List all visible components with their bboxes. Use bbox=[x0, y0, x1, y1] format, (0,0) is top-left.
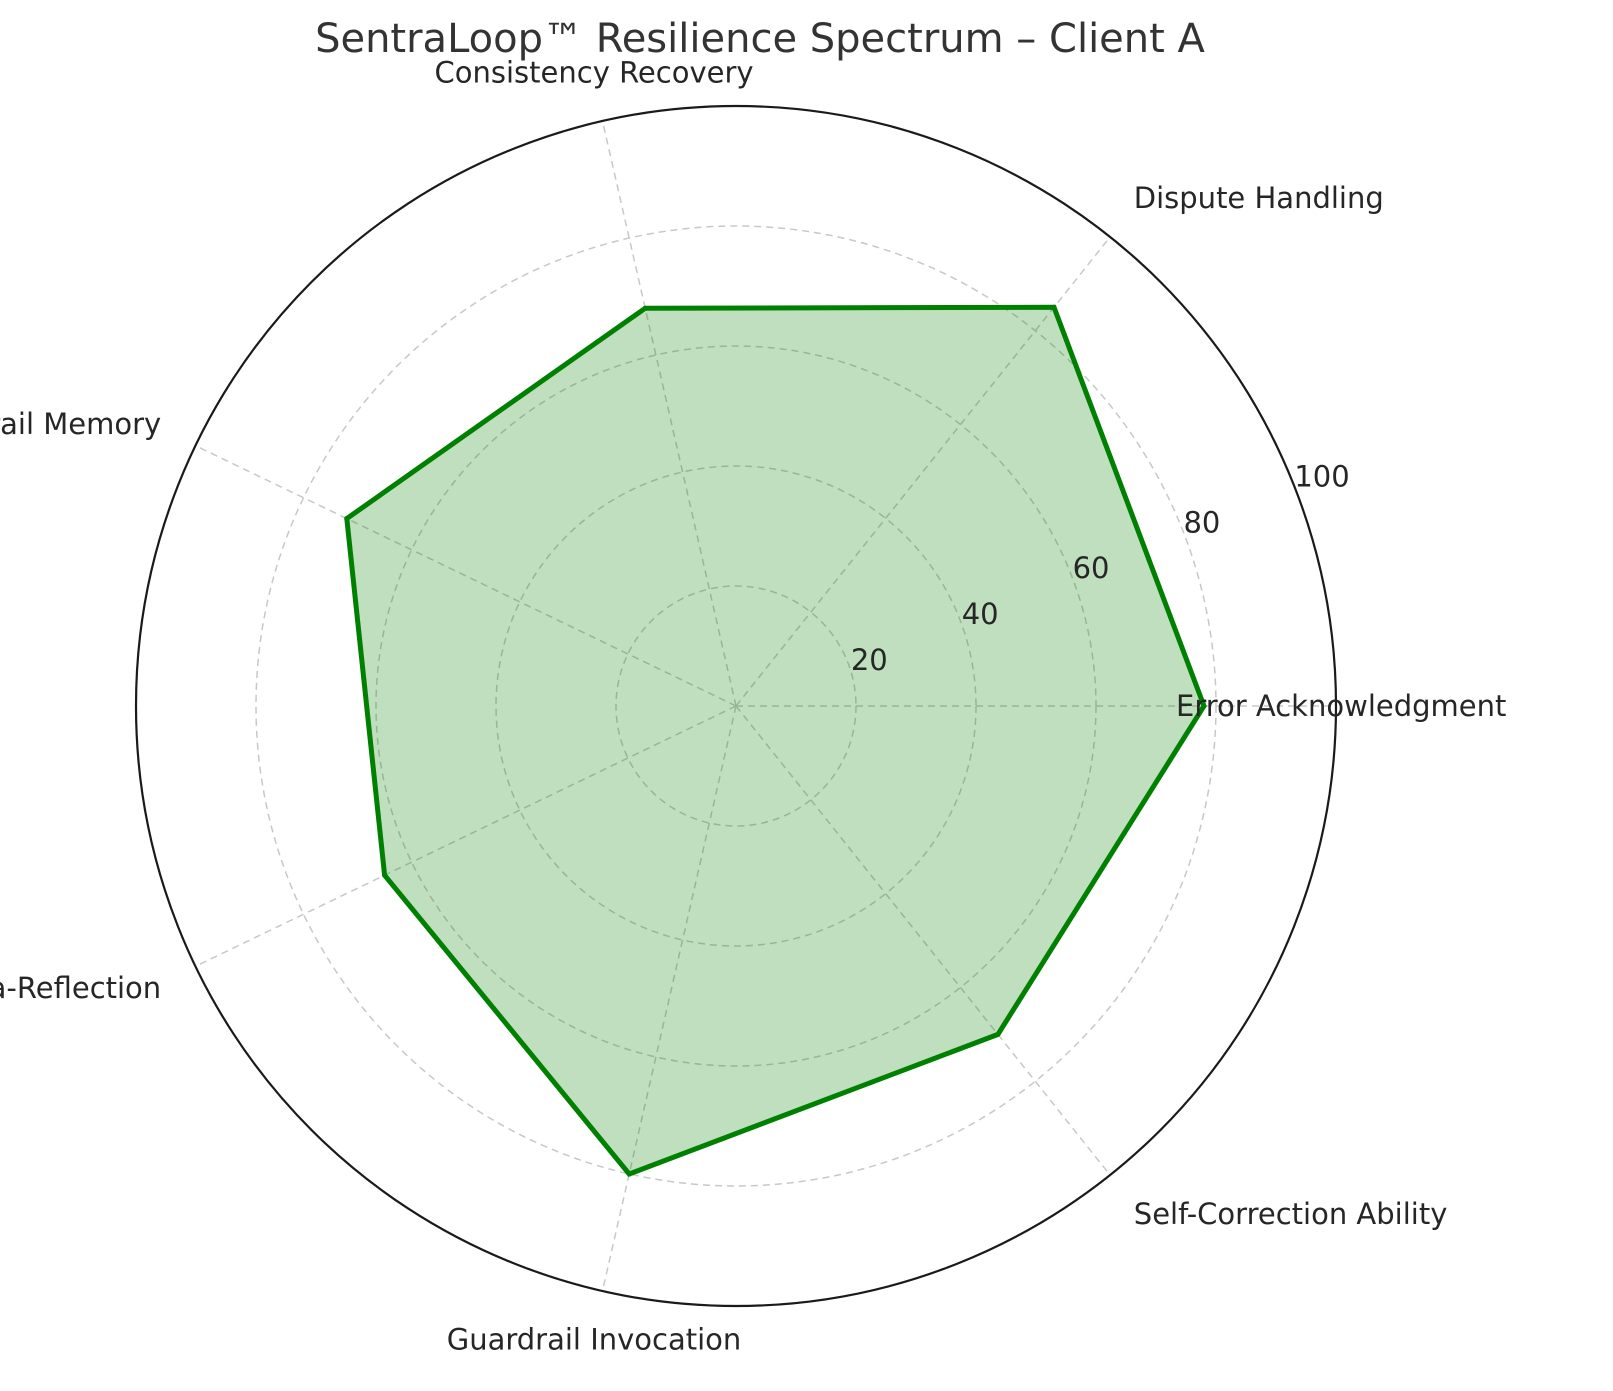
category-label-6: Self-Correction Ability bbox=[1134, 1197, 1448, 1231]
data-point-6 bbox=[995, 1031, 1001, 1037]
data-point-5 bbox=[626, 1171, 632, 1177]
data-point-4 bbox=[382, 872, 388, 878]
data-layer bbox=[344, 304, 1207, 1177]
label-layer: 20 40 60 80 100 Error Acknowledgment Dispute H… bbox=[0, 55, 1506, 1356]
data-point-2 bbox=[642, 305, 648, 311]
data-point-1 bbox=[1051, 304, 1057, 310]
category-label-0: Error Acknowledgment bbox=[1176, 689, 1506, 723]
spoke-3 bbox=[195, 444, 737, 707]
r-tick-label-100: 100 bbox=[1294, 459, 1349, 493]
grid-layer bbox=[134, 104, 1338, 1308]
r-tick-label-80: 80 bbox=[1183, 505, 1220, 539]
r-tick-label-40: 40 bbox=[962, 597, 999, 631]
r-tick-label-60: 60 bbox=[1073, 551, 1110, 585]
category-label-2: Consistency Recovery bbox=[435, 55, 754, 89]
outer-ring bbox=[134, 104, 1338, 1308]
r-tick-label-20: 20 bbox=[851, 643, 888, 677]
category-label-3: Audit Trail Memory bbox=[0, 407, 161, 441]
data-point-3 bbox=[344, 516, 350, 522]
spoke-2 bbox=[601, 120, 737, 707]
spoke-1 bbox=[735, 236, 1111, 707]
spoke-4 bbox=[195, 705, 737, 968]
category-label-4: Meta-Reflection bbox=[0, 971, 161, 1005]
spoke-5 bbox=[601, 705, 737, 1292]
category-label-1: Dispute Handling bbox=[1134, 181, 1384, 215]
category-label-5: Guardrail Invocation bbox=[447, 1323, 742, 1357]
data-point-0 bbox=[1201, 703, 1207, 709]
series-fill-0 bbox=[346, 307, 1204, 1174]
spoke-6 bbox=[735, 705, 1111, 1176]
series-line-0 bbox=[344, 304, 1207, 1177]
chart-title: SentraLoop™ Resilience Spectrum – Client… bbox=[315, 16, 1205, 62]
